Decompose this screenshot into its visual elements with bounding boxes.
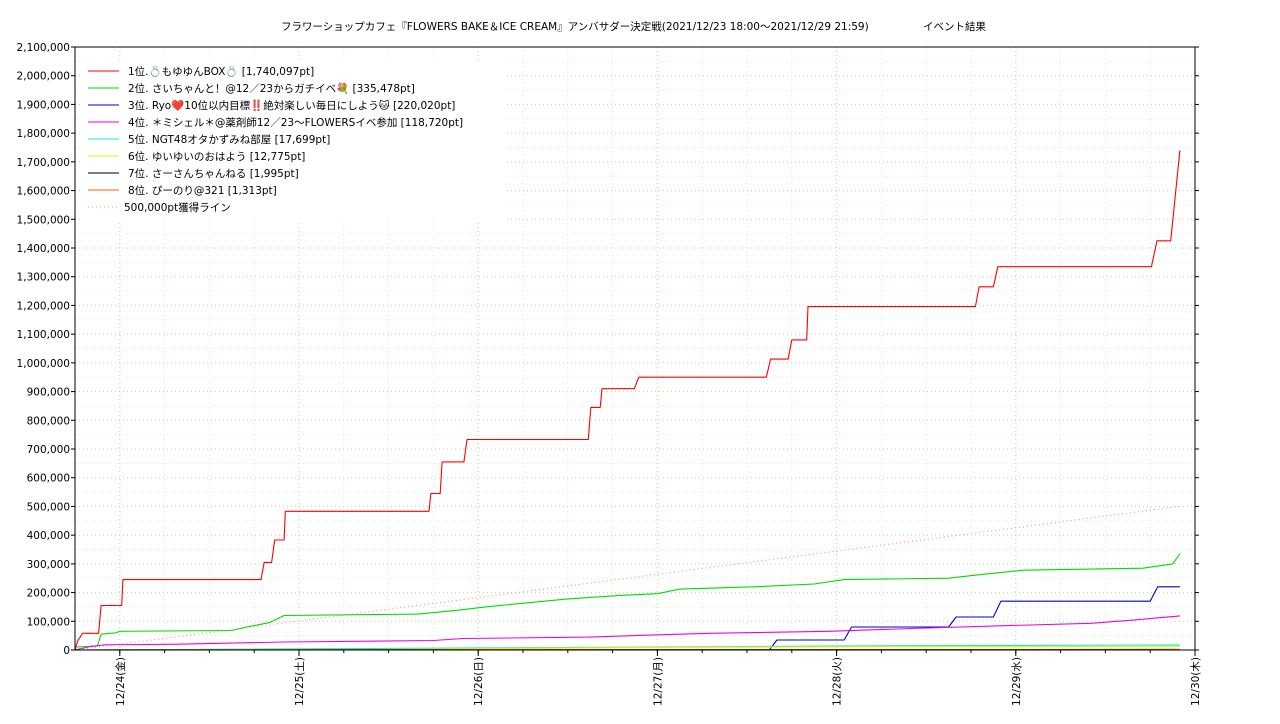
x-tick-label: 12/28(火) (832, 657, 844, 706)
y-tick-label: 2,100,000 (17, 42, 70, 54)
x-tick-label: 12/24(金) (114, 657, 127, 706)
y-tick-label: 1,400,000 (17, 243, 70, 255)
series-line-1 (75, 150, 1180, 650)
x-tick-label: 12/27(月) (652, 657, 664, 706)
x-tick-label: 12/29(水) (1011, 657, 1023, 706)
y-tick-label: 1,000,000 (17, 358, 70, 370)
legend-label-5: 5位. NGT48オタかずみね部屋 [17,699pt] (128, 133, 330, 146)
y-tick-label: 100,000 (27, 616, 70, 628)
y-tick-label: 600,000 (27, 473, 70, 485)
y-tick-label: 1,600,000 (17, 186, 70, 198)
legend: 1位.💍もゆゆんBOX💍 [1,740,097pt] 2位. さいちゃんと！@12… (80, 61, 505, 221)
series-line-2 (75, 554, 1180, 647)
y-tick-label: 0 (63, 645, 70, 657)
legend-label-1: 1位.💍もゆゆんBOX💍 [1,740,097pt] (128, 65, 314, 78)
y-tick-label: 300,000 (27, 559, 70, 571)
x-tick-label: 12/26(日) (473, 657, 485, 706)
legend-label-9: 500,000pt獲得ライン (124, 201, 231, 214)
y-tick-label: 800,000 (27, 415, 70, 427)
legend-label-7: 7位. さーさんちゃんねる [1,995pt] (128, 167, 299, 180)
y-tick-label: 700,000 (27, 444, 70, 456)
y-tick-label: 1,100,000 (17, 329, 70, 341)
y-tick-label: 200,000 (27, 588, 70, 600)
chart-title: フラワーショップカフェ『FLOWERS BAKE＆ICE CREAM』アンバサダ… (281, 20, 869, 33)
y-tick-label: 1,500,000 (17, 214, 70, 226)
x-tick-label: 12/30(木) (1190, 657, 1202, 706)
y-tick-label: 1,800,000 (17, 128, 70, 140)
y-tick-label: 1,700,000 (17, 157, 70, 169)
legend-label-2: 2位. さいちゃんと！@12／23からガチイベ💐 [335,478pt] (128, 82, 415, 95)
chart-subtitle: イベント結果 (923, 20, 986, 33)
legend-label-6: 6位. ゆいゆいのおはよう [12,775pt] (128, 150, 305, 163)
legend-label-3: 3位. Ryo❤️10位以内目標‼️絶対楽しい毎日にしよう🐱 [220,020p… (128, 99, 455, 112)
y-tick-label: 2,000,000 (17, 71, 70, 83)
y-tick-label: 1,900,000 (17, 99, 70, 111)
series-line-3 (75, 587, 1180, 650)
series-layer (75, 150, 1180, 650)
legend-label-8: 8位. ぴーのり@321 [1,313pt] (128, 184, 277, 197)
y-tick-label: 900,000 (27, 387, 70, 399)
x-tick-label: 12/25(土) (293, 657, 306, 706)
x-axis: 12/24(金) 12/25(土) 12/26(日) 12/27(月) 12/28(火)… (114, 650, 1202, 706)
y-tick-label: 1,200,000 (17, 300, 70, 312)
y-tick-label: 400,000 (27, 530, 70, 542)
y-tick-label: 1,300,000 (17, 272, 70, 284)
legend-label-4: 4位. ＊ミシェル＊@薬剤師12／23〜FLOWERSイベ参加 [118,720… (128, 116, 463, 129)
y-tick-label: 500,000 (27, 501, 70, 513)
